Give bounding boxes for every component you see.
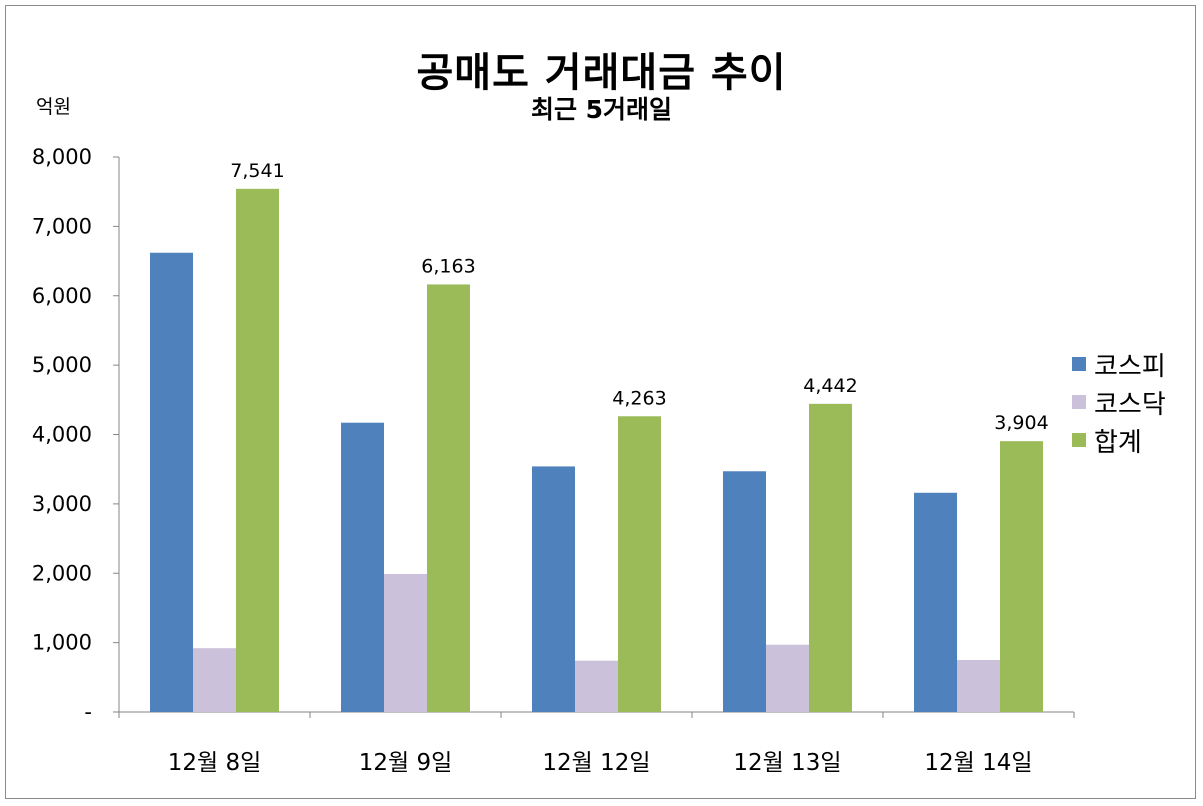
y-tick-label: 6,000 [32, 284, 92, 308]
legend-item-kospi: 코스피 [1072, 345, 1166, 383]
bar-2-3 [809, 403, 852, 712]
data-label: 4,263 [612, 387, 666, 409]
bar-0-4 [914, 492, 957, 712]
bar-2-2 [618, 416, 661, 712]
data-label: 7,541 [230, 160, 284, 182]
bar-0-2 [532, 466, 575, 712]
legend-label-kospi: 코스피 [1094, 351, 1166, 382]
bar-1-4 [957, 659, 1000, 712]
y-tick-label: - [84, 700, 92, 724]
bar-0-0 [150, 252, 193, 713]
bar-2-4 [1000, 441, 1043, 712]
y-tick-label: 3,000 [32, 492, 92, 516]
legend-item-kosdaq: 코스닥 [1072, 383, 1166, 421]
legend-label-total: 합계 [1094, 427, 1142, 458]
legend-swatch-total [1072, 433, 1086, 447]
chart-title: 공매도 거래대금 추이 [416, 50, 787, 96]
y-tick-label: 7,000 [32, 214, 92, 238]
data-label: 4,442 [803, 375, 857, 397]
bar-1-0 [193, 648, 236, 712]
y-tick-label: 8,000 [32, 145, 92, 169]
chart-subtitle: 최근 5거래일 [530, 95, 673, 124]
legend-item-total: 합계 [1072, 421, 1166, 459]
y-tick-label: 1,000 [32, 631, 92, 655]
legend: 코스피 코스닥 합계 [1072, 345, 1166, 459]
y-tick-label: 5,000 [32, 353, 92, 377]
bar-2-1 [427, 284, 470, 712]
y-axis-label: 억원 [36, 96, 71, 118]
x-tick-label: 12월 12일 [542, 750, 650, 776]
x-tick-label: 12월 9일 [359, 750, 453, 776]
x-tick-label: 12월 13일 [733, 750, 841, 776]
x-tick-label: 12월 8일 [168, 750, 262, 776]
legend-label-kosdaq: 코스닥 [1094, 389, 1166, 420]
data-label: 3,904 [994, 412, 1048, 434]
data-label: 6,163 [421, 255, 475, 277]
bar-2-0 [236, 188, 279, 712]
bar-1-2 [575, 660, 618, 712]
y-tick-label: 4,000 [32, 423, 92, 447]
x-tick-label: 12월 14일 [924, 750, 1032, 776]
bar-0-3 [723, 471, 766, 712]
bar-1-1 [384, 573, 427, 712]
legend-swatch-kosdaq [1072, 395, 1086, 409]
bar-0-1 [341, 422, 384, 712]
legend-swatch-kospi [1072, 357, 1086, 371]
bar-1-3 [766, 644, 809, 712]
y-tick-label: 2,000 [32, 561, 92, 585]
